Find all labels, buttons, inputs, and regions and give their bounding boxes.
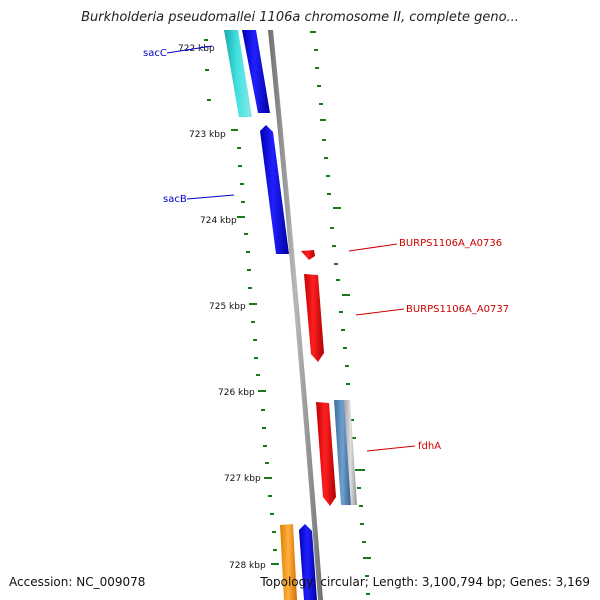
accession-text: Accession: NC_009078 [9, 575, 146, 589]
gene-label-BURPS1106A_A0737[interactable]: BURPS1106A_A0737 [406, 304, 509, 315]
coordinate-tick-labels: 722 kbp 723 kbp 724 kbp 725 kbp 726 kbp … [178, 44, 266, 571]
tick-label: 727 kbp [224, 474, 261, 484]
tick-label: 723 kbp [189, 130, 226, 140]
tick-label: 725 kbp [209, 302, 246, 312]
gene-features [224, 30, 357, 600]
gene-sacB[interactable] [260, 125, 289, 254]
gene-grey[interactable] [344, 400, 357, 505]
gene-label-sacC[interactable]: sacC [143, 48, 167, 59]
gene-leader-lines [166, 45, 416, 452]
gene-label-sacB[interactable]: sacB [163, 194, 187, 205]
gene-sacC-blue[interactable] [242, 30, 270, 113]
gene-label-BURPS1106A_A0736[interactable]: BURPS1106A_A0736 [399, 238, 502, 249]
gene-BURPS1106A_A0737[interactable] [304, 274, 324, 362]
gene-label-fdhA[interactable]: fdhA [418, 441, 441, 452]
gene-BURPS1106A_A0736[interactable] [301, 250, 315, 260]
chromosome-title: Burkholderia pseudomallei 1106a chromoso… [81, 10, 519, 25]
inner-tick-ring [204, 39, 279, 565]
outer-tick-ring [310, 31, 371, 595]
tick-label: 728 kbp [229, 561, 266, 571]
tick-label: 724 kbp [200, 216, 237, 226]
gene-labels: sacC sacB BURPS1106A_A0736 BURPS1106A_A0… [143, 48, 509, 452]
chromosome-backbone [268, 30, 323, 600]
gene-steel[interactable] [334, 400, 351, 505]
genome-summary-text: Topology: circular; Length: 3,100,794 bp… [260, 575, 590, 589]
gene-orange[interactable] [280, 524, 297, 600]
gene-fdhA[interactable] [316, 402, 336, 506]
tick-label: 726 kbp [218, 388, 255, 398]
tick-label: 722 kbp [178, 44, 215, 54]
gene-bottom-blue[interactable] [299, 524, 317, 600]
gene-sacC-teal[interactable] [224, 30, 252, 117]
